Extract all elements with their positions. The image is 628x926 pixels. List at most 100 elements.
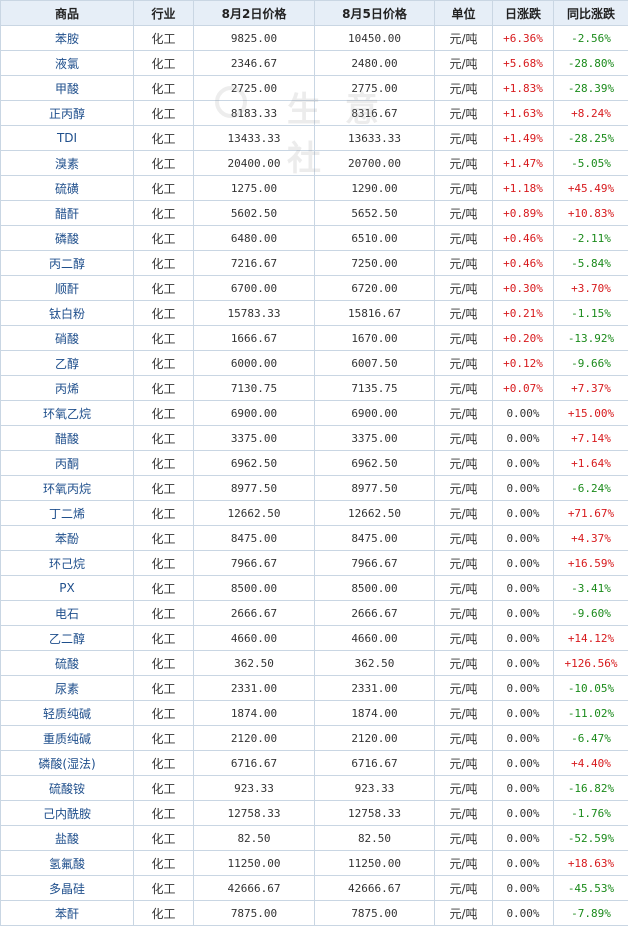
cell-yoy-change: -5.05% bbox=[553, 150, 628, 176]
cell-price-aug2: 20400.00 bbox=[193, 150, 315, 176]
cell-product[interactable]: PX bbox=[0, 575, 134, 601]
cell-yoy-change: -5.84% bbox=[553, 250, 628, 276]
table-row: 轻质纯碱 化工 1874.00 1874.00 元/吨 0.00% -11.02% bbox=[0, 700, 628, 726]
cell-unit: 元/吨 bbox=[434, 450, 493, 476]
cell-product[interactable]: 乙二醇 bbox=[0, 625, 134, 651]
cell-price-aug2: 6480.00 bbox=[193, 225, 315, 251]
cell-product[interactable]: 多晶硅 bbox=[0, 875, 134, 901]
cell-unit: 元/吨 bbox=[434, 900, 493, 926]
cell-product[interactable]: 苯酐 bbox=[0, 900, 134, 926]
table-row: 氢氟酸 化工 11250.00 11250.00 元/吨 0.00% +18.63% bbox=[0, 850, 628, 876]
cell-unit: 元/吨 bbox=[434, 325, 493, 351]
cell-price-aug5: 6962.50 bbox=[314, 450, 435, 476]
cell-industry: 化工 bbox=[133, 800, 194, 826]
cell-product[interactable]: TDI bbox=[0, 125, 134, 151]
cell-product[interactable]: 丁二烯 bbox=[0, 500, 134, 526]
cell-product[interactable]: 硫磺 bbox=[0, 175, 134, 201]
cell-daily-change: 0.00% bbox=[492, 450, 554, 476]
table-row: 苯酚 化工 8475.00 8475.00 元/吨 0.00% +4.37% bbox=[0, 525, 628, 551]
cell-product[interactable]: 环己烷 bbox=[0, 550, 134, 576]
cell-unit: 元/吨 bbox=[434, 750, 493, 776]
cell-product[interactable]: 环氧乙烷 bbox=[0, 400, 134, 426]
cell-industry: 化工 bbox=[133, 825, 194, 851]
cell-industry: 化工 bbox=[133, 75, 194, 101]
cell-unit: 元/吨 bbox=[434, 475, 493, 501]
cell-product[interactable]: 顺酐 bbox=[0, 275, 134, 301]
cell-price-aug2: 6700.00 bbox=[193, 275, 315, 301]
cell-price-aug5: 7250.00 bbox=[314, 250, 435, 276]
cell-yoy-change: -2.11% bbox=[553, 225, 628, 251]
cell-unit: 元/吨 bbox=[434, 25, 493, 51]
cell-yoy-change: +16.59% bbox=[553, 550, 628, 576]
cell-unit: 元/吨 bbox=[434, 150, 493, 176]
cell-price-aug5: 7875.00 bbox=[314, 900, 435, 926]
cell-industry: 化工 bbox=[133, 325, 194, 351]
cell-daily-change: 0.00% bbox=[492, 900, 554, 926]
cell-daily-change: 0.00% bbox=[492, 600, 554, 626]
cell-product[interactable]: 电石 bbox=[0, 600, 134, 626]
cell-yoy-change: +4.40% bbox=[553, 750, 628, 776]
cell-yoy-change: -52.59% bbox=[553, 825, 628, 851]
cell-price-aug2: 11250.00 bbox=[193, 850, 315, 876]
cell-price-aug2: 2120.00 bbox=[193, 725, 315, 751]
cell-industry: 化工 bbox=[133, 300, 194, 326]
cell-yoy-change: -9.60% bbox=[553, 600, 628, 626]
cell-unit: 元/吨 bbox=[434, 525, 493, 551]
cell-unit: 元/吨 bbox=[434, 550, 493, 576]
cell-product[interactable]: 重质纯碱 bbox=[0, 725, 134, 751]
cell-product[interactable]: 乙醇 bbox=[0, 350, 134, 376]
cell-product[interactable]: 醋酸 bbox=[0, 425, 134, 451]
cell-daily-change: 0.00% bbox=[492, 800, 554, 826]
cell-product[interactable]: 磷酸 bbox=[0, 225, 134, 251]
cell-price-aug5: 362.50 bbox=[314, 650, 435, 676]
table-row: 环氧乙烷 化工 6900.00 6900.00 元/吨 0.00% +15.00% bbox=[0, 400, 628, 426]
cell-product[interactable]: 己内酰胺 bbox=[0, 800, 134, 826]
cell-product[interactable]: 甲酸 bbox=[0, 75, 134, 101]
cell-price-aug2: 3375.00 bbox=[193, 425, 315, 451]
cell-yoy-change: -28.39% bbox=[553, 75, 628, 101]
cell-daily-change: 0.00% bbox=[492, 500, 554, 526]
cell-daily-change: 0.00% bbox=[492, 475, 554, 501]
cell-yoy-change: +4.37% bbox=[553, 525, 628, 551]
cell-product[interactable]: 氢氟酸 bbox=[0, 850, 134, 876]
cell-industry: 化工 bbox=[133, 625, 194, 651]
cell-product[interactable]: 苯胺 bbox=[0, 25, 134, 51]
cell-price-aug5: 8977.50 bbox=[314, 475, 435, 501]
cell-product[interactable]: 轻质纯碱 bbox=[0, 700, 134, 726]
cell-daily-change: +1.63% bbox=[492, 100, 554, 126]
cell-yoy-change: +7.14% bbox=[553, 425, 628, 451]
cell-product[interactable]: 丙二醇 bbox=[0, 250, 134, 276]
cell-product[interactable]: 硫酸 bbox=[0, 650, 134, 676]
cell-daily-change: +1.47% bbox=[492, 150, 554, 176]
cell-product[interactable]: 丙烯 bbox=[0, 375, 134, 401]
cell-unit: 元/吨 bbox=[434, 375, 493, 401]
header-unit: 单位 bbox=[434, 0, 493, 26]
cell-product[interactable]: 磷酸(湿法) bbox=[0, 750, 134, 776]
table-row: 硫酸 化工 362.50 362.50 元/吨 0.00% +126.56% bbox=[0, 650, 628, 676]
cell-price-aug2: 2725.00 bbox=[193, 75, 315, 101]
cell-product[interactable]: 盐酸 bbox=[0, 825, 134, 851]
cell-daily-change: 0.00% bbox=[492, 400, 554, 426]
cell-product[interactable]: 溴素 bbox=[0, 150, 134, 176]
header-daily-change: 日涨跌 bbox=[492, 0, 554, 26]
cell-price-aug2: 8183.33 bbox=[193, 100, 315, 126]
cell-product[interactable]: 钛白粉 bbox=[0, 300, 134, 326]
cell-product[interactable]: 硝酸 bbox=[0, 325, 134, 351]
cell-product[interactable]: 环氧丙烷 bbox=[0, 475, 134, 501]
cell-product[interactable]: 尿素 bbox=[0, 675, 134, 701]
cell-unit: 元/吨 bbox=[434, 50, 493, 76]
cell-product[interactable]: 苯酚 bbox=[0, 525, 134, 551]
cell-price-aug2: 1874.00 bbox=[193, 700, 315, 726]
cell-product[interactable]: 液氯 bbox=[0, 50, 134, 76]
cell-daily-change: +0.30% bbox=[492, 275, 554, 301]
cell-price-aug5: 7135.75 bbox=[314, 375, 435, 401]
cell-product[interactable]: 醋酐 bbox=[0, 200, 134, 226]
cell-product[interactable]: 丙酮 bbox=[0, 450, 134, 476]
cell-daily-change: +0.46% bbox=[492, 225, 554, 251]
cell-product[interactable]: 正丙醇 bbox=[0, 100, 134, 126]
cell-daily-change: 0.00% bbox=[492, 850, 554, 876]
cell-price-aug5: 2775.00 bbox=[314, 75, 435, 101]
cell-price-aug2: 82.50 bbox=[193, 825, 315, 851]
table-row: 盐酸 化工 82.50 82.50 元/吨 0.00% -52.59% bbox=[0, 825, 628, 851]
cell-product[interactable]: 硫酸铵 bbox=[0, 775, 134, 801]
